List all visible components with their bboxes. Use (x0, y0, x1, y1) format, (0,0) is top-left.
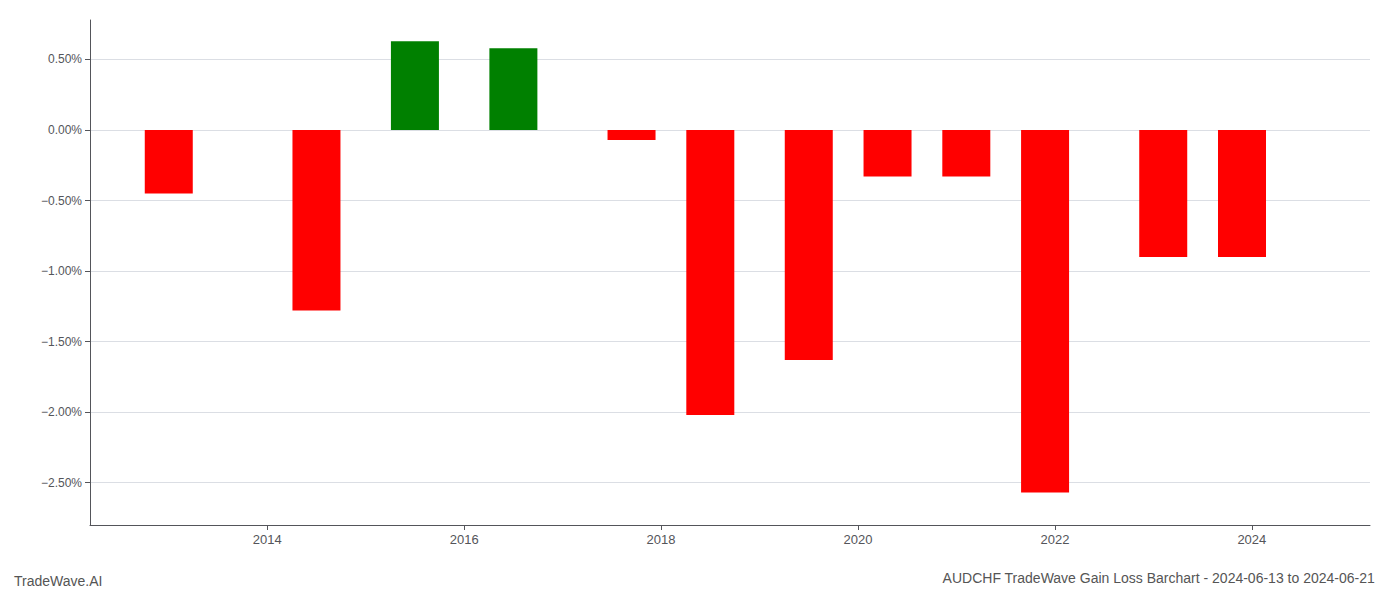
svg-text:2020: 2020 (844, 532, 873, 547)
svg-text:−1.00%: −1.00% (41, 264, 82, 278)
svg-text:−2.00%: −2.00% (41, 405, 82, 419)
svg-text:2024: 2024 (1237, 532, 1266, 547)
svg-text:−2.50%: −2.50% (41, 476, 82, 490)
svg-text:2022: 2022 (1040, 532, 1069, 547)
svg-text:2016: 2016 (450, 532, 479, 547)
svg-text:0.50%: 0.50% (48, 52, 82, 66)
svg-text:2014: 2014 (253, 532, 282, 547)
svg-text:0.00%: 0.00% (48, 123, 82, 137)
svg-text:2018: 2018 (647, 532, 676, 547)
svg-text:AUDCHF TradeWave Gain Loss Bar: AUDCHF TradeWave Gain Loss Barchart - 20… (943, 570, 1375, 586)
svg-text:TradeWave.AI: TradeWave.AI (14, 573, 102, 589)
svg-text:−0.50%: −0.50% (41, 194, 82, 208)
svg-text:−1.50%: −1.50% (41, 335, 82, 349)
